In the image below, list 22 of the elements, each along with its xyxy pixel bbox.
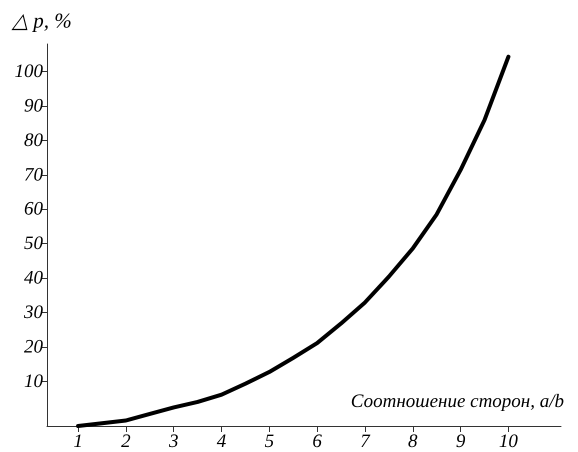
y-tick-label: 50 (24, 233, 44, 254)
y-tick-label: 20 (24, 336, 44, 358)
x-tick-label: 10 (498, 431, 518, 452)
x-tick-label: 9 (456, 431, 466, 452)
x-axis-title: Соотношение сторон, a/b (350, 391, 564, 412)
x-tick-label: 8 (408, 431, 418, 452)
y-tick-label: 90 (24, 95, 44, 116)
x-tick-label: 7 (360, 431, 372, 452)
x-tick-label: 2 (121, 431, 132, 452)
x-tick-label: 4 (216, 431, 227, 452)
y-tick-label: 100 (14, 61, 44, 82)
y-tick-label: 70 (24, 164, 44, 186)
x-tick-label: 1 (73, 431, 83, 452)
y-tick-label: 40 (24, 268, 44, 289)
x-tick-label: 6 (312, 431, 322, 452)
y-tick-label: 80 (24, 130, 44, 151)
y-axis-title: △ p, % (11, 8, 72, 32)
y-tick-label: 30 (23, 302, 44, 323)
y-tick-label: 10 (24, 370, 44, 392)
x-tick-label: 5 (264, 431, 274, 452)
x-tick-label: 3 (168, 431, 178, 452)
y-tick-label: 60 (24, 198, 44, 220)
